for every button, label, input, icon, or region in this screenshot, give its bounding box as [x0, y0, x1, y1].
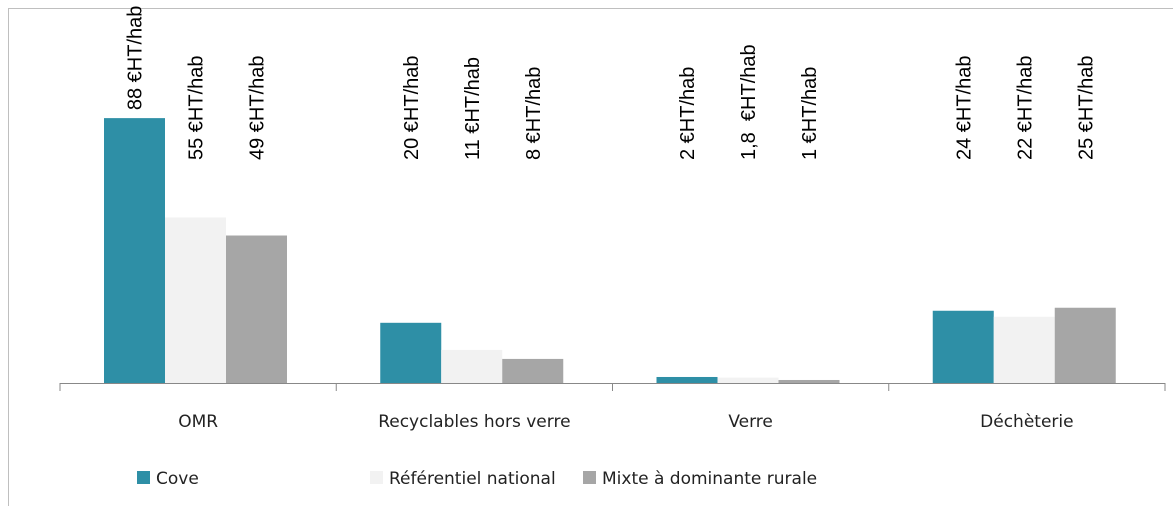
bar — [380, 322, 442, 383]
legend-swatch — [137, 471, 150, 484]
x-tick-label: Déchèterie — [980, 412, 1073, 432]
legend-label: Mixte à dominante rurale — [602, 469, 817, 489]
bar — [226, 235, 287, 383]
x-tick-label: Recyclables hors verre — [378, 412, 570, 432]
data-label: 49 €HT/hab — [247, 55, 269, 160]
data-label: 22 €HT/hab — [1014, 55, 1036, 160]
data-label: 11 €HT/hab — [462, 57, 484, 160]
data-label: 24 €HT/hab — [953, 55, 975, 160]
bar — [932, 310, 994, 383]
x-tick-label: Verre — [728, 412, 773, 432]
data-label: 2 €HT/hab — [677, 67, 699, 160]
legend-swatch — [370, 471, 383, 484]
bar — [165, 217, 226, 383]
bar — [778, 379, 840, 383]
legend-label: Référentiel national — [389, 469, 556, 489]
data-label: 88 €HT/hab — [125, 6, 147, 111]
x-tick-label: OMR — [178, 412, 218, 432]
data-label: 20 €HT/hab — [401, 55, 423, 160]
legend-swatch — [583, 471, 596, 484]
data-label: 55 €HT/hab — [186, 55, 208, 160]
data-label: 1 €HT/hab — [799, 67, 821, 160]
bar — [502, 358, 564, 383]
legend-label: Cove — [156, 469, 199, 489]
data-label: 8 €HT/hab — [523, 67, 545, 160]
data-label: 1,8 €HT/hab — [738, 44, 760, 160]
bar — [717, 377, 779, 383]
bar — [993, 316, 1055, 383]
data-label: 25 €HT/hab — [1075, 55, 1097, 160]
bar — [104, 118, 165, 384]
bar — [656, 376, 718, 383]
bar — [441, 349, 503, 383]
bar — [1054, 307, 1116, 383]
